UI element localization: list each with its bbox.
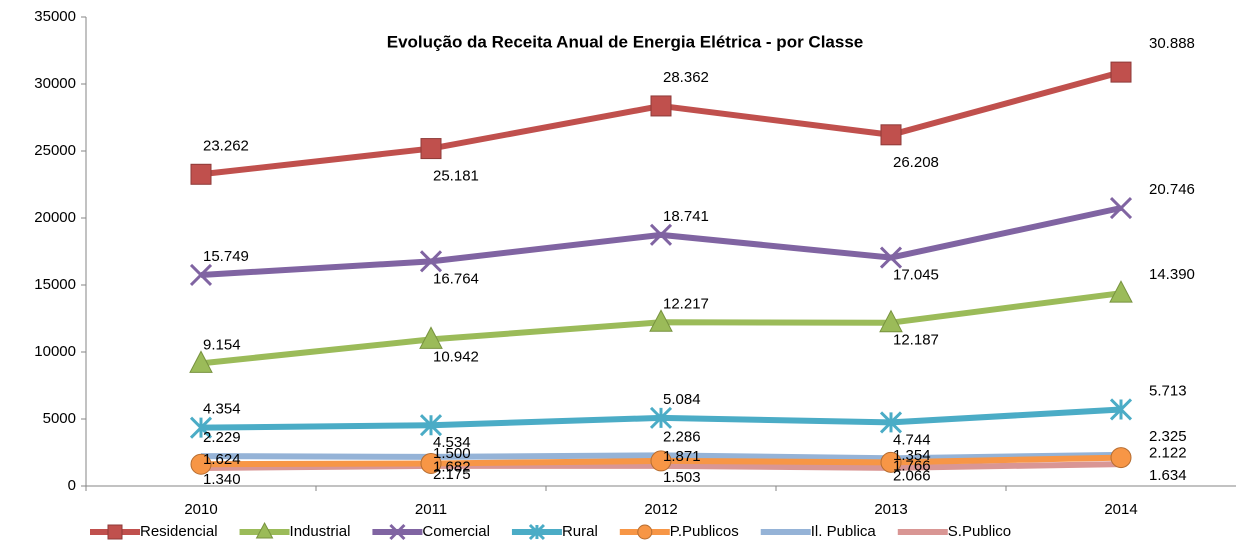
chart-title: Evolução da Receita Anual de Energia Elé…: [387, 32, 863, 51]
data-label: 2.229: [203, 429, 241, 446]
marker: [637, 524, 653, 540]
legend-label: Residencial: [140, 523, 218, 540]
data-label: 14.390: [1149, 266, 1195, 283]
legend-label: S.Publico: [948, 523, 1011, 540]
x-tick-label: 2013: [874, 501, 907, 518]
legend-item: Residencial: [90, 523, 218, 540]
marker: [1110, 447, 1132, 469]
y-tick-label: 15000: [34, 276, 76, 293]
data-label: 2.175: [433, 466, 471, 483]
data-label: 1.340: [203, 471, 241, 488]
marker: [1109, 280, 1133, 303]
legend-label: Il. Publica: [811, 523, 877, 540]
marker: [528, 523, 545, 541]
data-label: 16.764: [433, 270, 479, 287]
data-label: 1.624: [203, 451, 241, 468]
marker: [189, 263, 213, 287]
data-label: 12.217: [663, 295, 709, 312]
marker: [419, 414, 443, 437]
marker: [1109, 196, 1133, 220]
marker: [419, 250, 443, 273]
data-label: 1.500: [433, 445, 471, 462]
x-tick-label: 2011: [415, 501, 447, 518]
x-tick-label: 2010: [184, 501, 217, 518]
legend-item: Industrial: [239, 521, 351, 540]
x-tick-label: 2012: [644, 501, 677, 518]
data-label: 15.749: [203, 248, 249, 265]
marker: [649, 406, 673, 429]
marker: [389, 523, 406, 541]
data-label: 1.682: [433, 458, 471, 475]
data-label: 17.045: [893, 267, 939, 284]
data-label: 18.741: [663, 208, 709, 225]
marker: [649, 309, 673, 332]
marker: [1109, 398, 1133, 421]
marker: [419, 326, 443, 349]
data-label: 4.354: [203, 401, 241, 418]
marker: [107, 524, 123, 540]
marker: [650, 450, 672, 472]
y-tick-label: 0: [68, 477, 76, 494]
data-label: 1.354: [893, 447, 931, 464]
data-label: 2.122: [1149, 445, 1187, 462]
marker: [255, 521, 274, 539]
data-label: 1.871: [663, 448, 701, 465]
series-line: [200, 205, 1122, 278]
legend-item: P.Publicos: [619, 523, 739, 540]
data-label: 4.534: [433, 434, 471, 451]
y-tick-label: 30000: [34, 75, 76, 92]
data-label: 28.362: [663, 69, 709, 86]
marker: [190, 163, 212, 185]
legend-label: Rural: [562, 523, 598, 540]
y-tick-label: 20000: [34, 209, 76, 226]
marker: [420, 138, 442, 160]
marker: [880, 124, 902, 146]
data-label: 25.181: [433, 168, 479, 185]
marker: [189, 416, 213, 439]
marker: [879, 309, 903, 333]
legend-item: S.Publico: [897, 523, 1011, 540]
data-label: 20.746: [1149, 181, 1195, 198]
data-label: 2.066: [893, 467, 931, 484]
data-label: 23.262: [203, 137, 249, 154]
series-line: [200, 69, 1122, 178]
marker: [1110, 61, 1132, 83]
y-tick-label: 25000: [34, 142, 76, 159]
data-label: 1.503: [663, 469, 701, 486]
data-label: 12.187: [893, 332, 939, 349]
legend-item: Il. Publica: [760, 523, 877, 540]
x-tick-label: 2014: [1104, 501, 1137, 518]
data-label: 10.942: [433, 348, 479, 365]
data-label: 2.325: [1149, 428, 1187, 445]
data-label: 4.744: [893, 431, 931, 448]
data-label: 26.208: [893, 154, 939, 171]
legend-label: P.Publicos: [670, 523, 739, 540]
marker: [649, 223, 673, 246]
marker: [880, 451, 902, 473]
y-tick-label: 5000: [43, 410, 76, 427]
data-label: 1.766: [893, 457, 931, 474]
legend-label: Industrial: [290, 523, 351, 540]
marker: [879, 246, 903, 269]
data-label: 30.888: [1149, 35, 1195, 52]
data-label: 5.084: [663, 391, 701, 408]
data-label: 1.634: [1149, 467, 1187, 484]
marker: [190, 453, 212, 475]
y-tick-label: 10000: [34, 343, 76, 360]
legend-label: Comercial: [422, 523, 490, 540]
marker: [420, 452, 442, 474]
data-label: 5.713: [1149, 382, 1187, 399]
legend-item: Comercial: [372, 523, 490, 541]
data-label: 9.154: [203, 336, 241, 353]
data-label: 2.286: [663, 428, 701, 445]
marker: [650, 95, 672, 117]
legend-item: Rural: [511, 523, 598, 541]
y-tick-label: 35000: [34, 8, 76, 25]
marker: [189, 350, 213, 373]
marker: [879, 411, 903, 434]
